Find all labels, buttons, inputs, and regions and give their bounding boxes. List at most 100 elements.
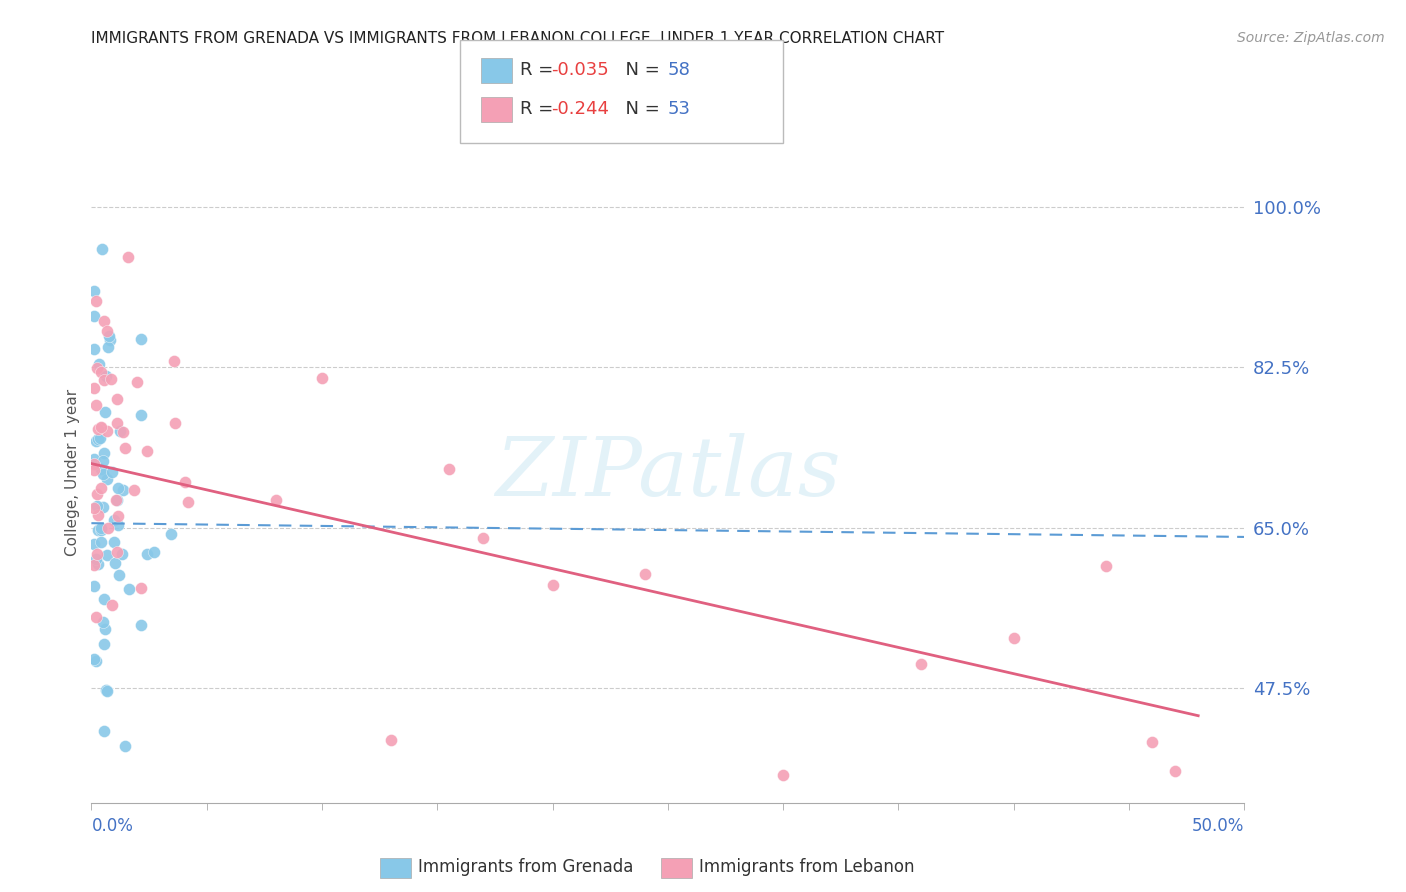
Point [96,472,118,486]
Point [84,552,107,566]
Text: Immigrants from Lebanon: Immigrants from Lebanon [699,858,914,876]
Point [173,475,195,489]
Point [83,342,105,356]
Point [103,534,125,549]
Point [86,486,108,500]
Point [311,371,333,385]
Point [129,408,152,422]
Point [111,483,134,498]
Point [83,463,105,477]
Point [93,637,115,651]
Point [96,425,118,439]
Point [104,556,127,570]
Point [105,392,128,407]
Point [118,582,141,596]
Point [84,293,107,308]
Point [93,591,115,606]
Point [93,723,115,738]
Text: N =: N = [614,61,666,78]
Point [129,617,152,632]
Point [83,537,105,551]
Point [83,284,105,298]
Point [105,544,128,558]
Point [89,431,111,445]
Point [90,365,112,379]
Text: R =: R = [520,61,560,78]
Point [87,523,110,537]
Point [90,462,112,476]
Text: 53: 53 [668,100,690,118]
Point [142,545,165,559]
Text: N =: N = [614,100,666,118]
Point [1140,735,1163,749]
Point [114,739,136,753]
Text: 58: 58 [668,61,690,78]
Point [437,462,460,476]
Point [84,610,107,624]
Point [159,527,181,541]
Point [90,421,112,435]
Point [91,467,114,481]
Point [84,398,107,412]
Point [94,405,117,419]
Text: Source: ZipAtlas.com: Source: ZipAtlas.com [1237,31,1385,45]
Point [91,453,114,467]
Text: R =: R = [520,100,560,118]
Point [634,567,657,582]
Point [96,549,118,563]
Point [108,424,131,438]
Point [83,381,105,395]
Point [127,375,149,389]
Point [100,333,122,347]
Point [83,579,105,593]
Point [93,374,115,388]
Point [1002,631,1025,645]
Point [90,524,112,538]
Point [94,682,117,697]
Point [86,499,108,513]
Point [105,417,128,431]
Point [136,547,159,561]
Point [1164,764,1187,778]
Point [91,615,114,629]
Point [101,598,124,612]
Point [87,432,110,446]
Point [94,622,117,636]
Point [103,513,125,527]
Point [97,340,120,354]
Point [108,567,131,582]
Text: ZIPatlas: ZIPatlas [495,433,841,513]
Point [163,417,186,431]
Point [107,482,129,496]
Point [177,494,200,508]
Text: IMMIGRANTS FROM GRENADA VS IMMIGRANTS FROM LEBANON COLLEGE, UNDER 1 YEAR CORRELA: IMMIGRANTS FROM GRENADA VS IMMIGRANTS FR… [91,31,945,46]
Point [86,361,108,376]
Point [129,581,152,595]
Point [117,251,139,265]
Point [105,492,128,507]
Point [91,242,114,256]
Point [83,652,105,666]
Point [107,509,129,524]
Text: -0.035: -0.035 [551,61,609,78]
Text: 50.0%: 50.0% [1192,816,1244,835]
Point [83,309,105,323]
Point [122,483,145,497]
Text: 0.0%: 0.0% [91,816,134,835]
Y-axis label: College, Under 1 year: College, Under 1 year [65,389,80,557]
Point [94,369,117,384]
Point [101,465,124,479]
Point [96,683,118,698]
Point [772,768,794,782]
Point [136,444,159,458]
Point [107,518,129,533]
Point [86,421,108,435]
Point [87,558,110,572]
Point [472,531,495,545]
Point [83,451,105,466]
Point [129,333,152,347]
Point [83,458,105,472]
Point [90,482,112,496]
Point [264,492,287,507]
Point [112,425,135,439]
